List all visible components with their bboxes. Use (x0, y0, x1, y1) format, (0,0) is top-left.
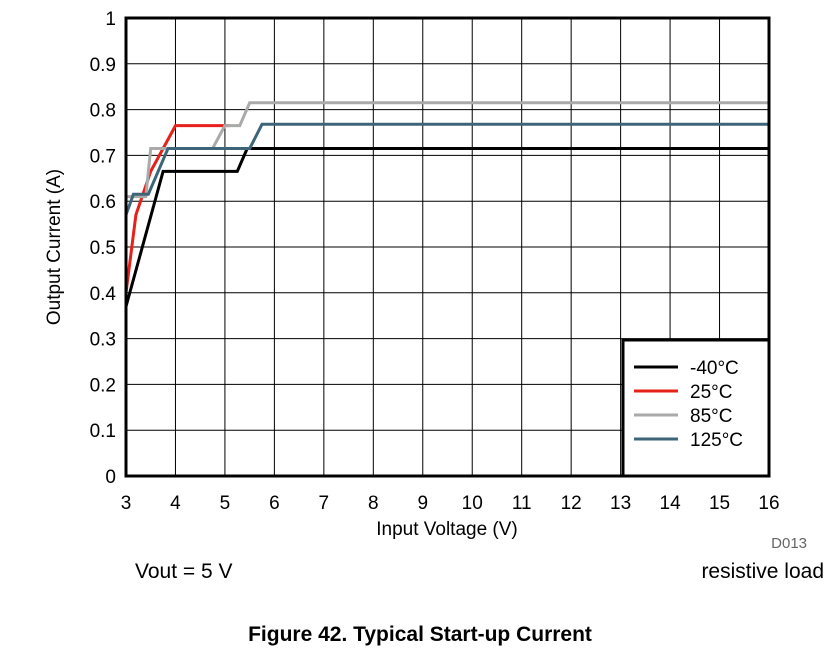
x-tick-label: 4 (170, 493, 181, 514)
series-line-2 (126, 101, 769, 199)
figure-caption: Figure 42. Typical Start-up Current (248, 623, 592, 646)
plot-frame (124, 16, 771, 478)
x-tick-label: 14 (660, 493, 682, 514)
x-tick-label: 13 (610, 493, 631, 514)
y-tick-label: 0.1 (90, 421, 116, 442)
legend-label: 125°C (690, 430, 743, 451)
y-tick-label: 0.2 (90, 375, 116, 396)
y-tick-label: 0.4 (90, 284, 117, 305)
figure-code: D013 (771, 535, 807, 552)
legend-label: 25°C (690, 382, 732, 403)
y-tick-label: 0.9 (90, 55, 116, 76)
x-tick-label: 3 (121, 493, 132, 514)
legend-label: -40°C (690, 358, 739, 379)
x-tick-label: 11 (512, 493, 532, 514)
y-tick-label: 0.7 (90, 146, 116, 167)
load-note: resistive load (701, 560, 824, 583)
y-tick-label: 1 (105, 9, 116, 30)
y-tick-labels: 0 0.1 0.2 0.3 0.4 0.5 0.6 0.7 0.8 0.9 1 (90, 9, 117, 488)
legend: -40°C 25°C 85°C 125°C (621, 338, 771, 478)
y-tick-label: 0.8 (90, 101, 116, 122)
legend-label: 85°C (690, 406, 732, 427)
series-line-1 (124, 124, 230, 293)
y-tick-label: 0.6 (90, 192, 116, 213)
x-tick-labels: 3 4 5 6 7 8 9 10 11 12 13 14 15 16 (121, 493, 780, 514)
x-tick-label: 5 (220, 493, 231, 514)
x-tick-label: 9 (417, 493, 428, 514)
legend-box (621, 338, 771, 478)
y-tick-label: 0.3 (90, 330, 116, 351)
x-axis-title: Input Voltage (V) (376, 519, 518, 540)
y-tick-label: 0.5 (90, 238, 116, 259)
x-tick-label: 8 (368, 493, 379, 514)
x-tick-label: 16 (758, 493, 779, 514)
x-tick-label: 7 (319, 493, 330, 514)
series-line-0 (124, 147, 769, 307)
y-axis-title: Output Current (A) (44, 169, 65, 325)
x-tick-label: 12 (561, 493, 582, 514)
series-lines (124, 101, 769, 307)
x-tick-label: 15 (709, 493, 730, 514)
vout-note: Vout = 5 V (135, 560, 233, 583)
y-tick-label: 0 (105, 467, 116, 488)
x-tick-label: 6 (269, 493, 280, 514)
series-line-3 (124, 122, 769, 216)
x-tick-label: 10 (462, 493, 483, 514)
